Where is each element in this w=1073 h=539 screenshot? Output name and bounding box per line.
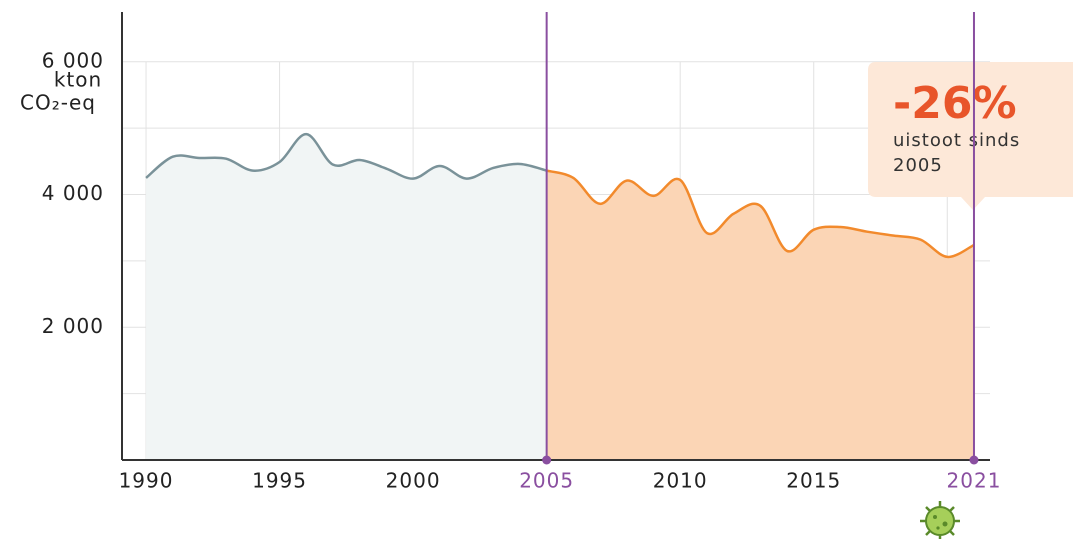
virus-icon <box>920 501 960 539</box>
x-tick-label: 2015 <box>786 469 841 493</box>
x-tick-label: 2005 <box>519 469 574 493</box>
x-tick-label: 2000 <box>386 469 441 493</box>
line <box>145 132 547 180</box>
x-tick-label: 1990 <box>119 469 174 493</box>
annotation-text: uistoot sinds 2005 <box>893 130 1021 176</box>
area <box>146 134 547 460</box>
y-tick-label: 6 000 <box>42 48 104 72</box>
highlight-dot <box>542 455 552 465</box>
x-tick-label: 2021 <box>947 469 1002 493</box>
highlight-dot <box>969 455 979 465</box>
x-tick-label: 2010 <box>653 469 708 493</box>
x-tick-label: 1995 <box>252 469 307 493</box>
y-unit: CO₂-eq <box>20 91 96 115</box>
line <box>546 169 975 259</box>
annotation-value: -26% <box>893 80 1017 129</box>
y-tick-label: 4 000 <box>42 181 104 205</box>
y-unit: kton <box>54 68 102 92</box>
area <box>546 170 974 460</box>
y-tick-label: 2 000 <box>42 314 104 338</box>
annotation-box <box>868 62 1073 210</box>
annotation: -26% uistoot sinds 2005 <box>893 80 1021 176</box>
